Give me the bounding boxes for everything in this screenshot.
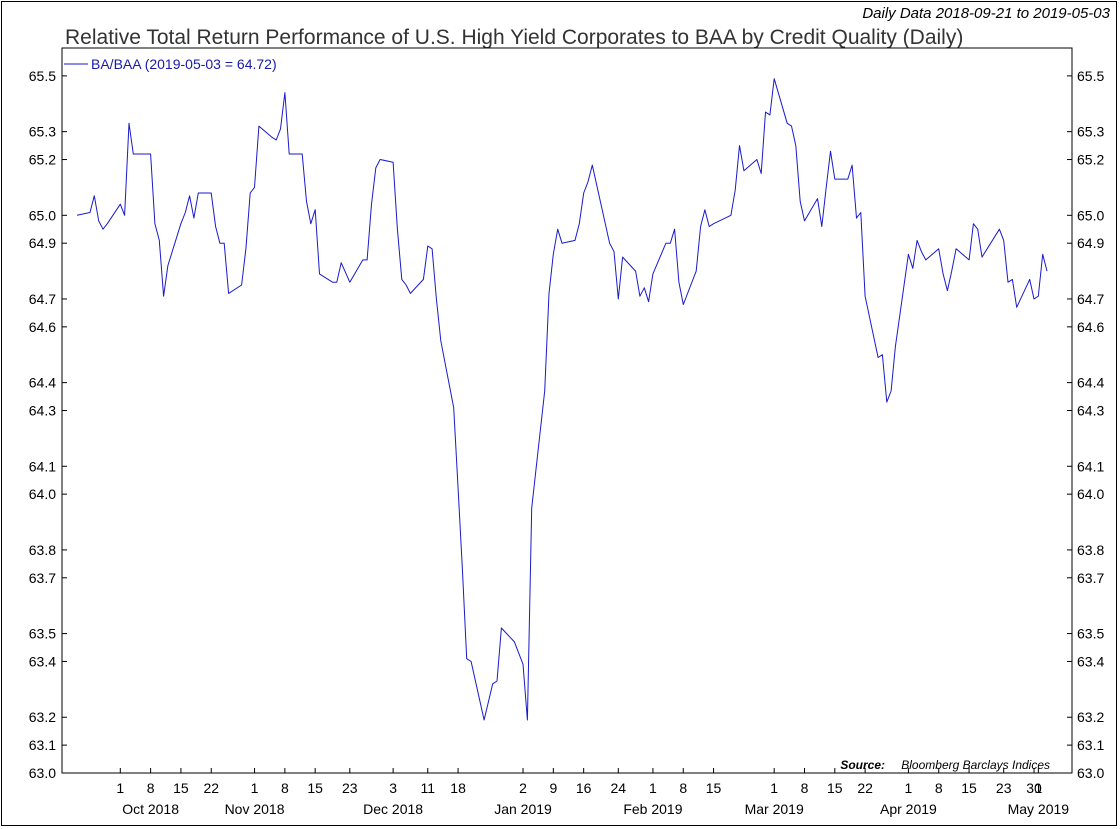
y-tick-label: 63.5 bbox=[1077, 626, 1104, 642]
y-axis-left: 63.0 63.1 63.2 63.4 63.5 63.7 63.8 64.0 64.1 64.3… bbox=[29, 68, 67, 781]
y-tick-label: 63.0 bbox=[1077, 765, 1104, 781]
x-tick-label: 9 bbox=[549, 780, 557, 796]
y-tick-label: 63.8 bbox=[1077, 542, 1104, 558]
y-tick-label: 65.5 bbox=[1077, 68, 1104, 84]
x-month-label: Oct 2018 bbox=[122, 801, 179, 817]
x-tick-label: 15 bbox=[706, 780, 722, 796]
x-tick-label: 8 bbox=[935, 780, 943, 796]
x-tick-label: 24 bbox=[611, 780, 627, 796]
x-tick-label: 15 bbox=[307, 780, 323, 796]
x-tick-label: 16 bbox=[576, 780, 592, 796]
series-line-ba-baa bbox=[76, 78, 1048, 721]
x-tick-label: 18 bbox=[450, 780, 466, 796]
x-tick-label: 30 bbox=[1026, 780, 1042, 796]
y-tick-label: 65.0 bbox=[1077, 207, 1104, 223]
x-tick-label: 15 bbox=[173, 780, 189, 796]
x-tick-label: 22 bbox=[203, 780, 219, 796]
x-month-label: Jan 2019 bbox=[494, 801, 552, 817]
y-tick-label: 65.3 bbox=[1077, 124, 1104, 140]
y-tick-label: 65.5 bbox=[29, 68, 56, 84]
y-tick-label: 64.0 bbox=[29, 486, 56, 502]
y-tick-label: 63.8 bbox=[29, 542, 56, 558]
series-layer bbox=[76, 78, 1048, 721]
y-tick-label: 63.7 bbox=[1077, 570, 1104, 586]
y-tick-label: 63.7 bbox=[29, 570, 56, 586]
y-tick-label: 63.4 bbox=[1077, 653, 1104, 669]
y-tick-label: 63.0 bbox=[29, 765, 56, 781]
x-tick-label: 8 bbox=[147, 780, 155, 796]
y-tick-label: 64.4 bbox=[29, 375, 56, 391]
y-tick-label: 63.4 bbox=[29, 653, 56, 669]
y-tick-label: 64.7 bbox=[1077, 291, 1104, 307]
y-tick-label: 65.2 bbox=[1077, 152, 1104, 168]
y-tick-label: 65.2 bbox=[29, 152, 56, 168]
x-tick-label: 8 bbox=[801, 780, 809, 796]
x-tick-label: 3 bbox=[389, 780, 397, 796]
y-tick-label: 64.3 bbox=[29, 403, 56, 419]
x-tick-label: 15 bbox=[827, 780, 843, 796]
x-tick-label: 1 bbox=[1034, 780, 1042, 796]
y-tick-label: 65.3 bbox=[29, 124, 56, 140]
x-tick-label: 11 bbox=[420, 780, 435, 796]
y-tick-label: 64.3 bbox=[1077, 403, 1104, 419]
x-month-label: May 2019 bbox=[1008, 801, 1070, 817]
y-axis-right: 63.0 63.1 63.2 63.4 63.5 63.7 63.8 64.0 64.1 64.3… bbox=[1067, 68, 1104, 781]
y-tick-label: 64.6 bbox=[1077, 319, 1104, 335]
x-month-label: Dec 2018 bbox=[363, 801, 423, 817]
x-tick-label: 1 bbox=[770, 780, 778, 796]
y-tick-label: 63.2 bbox=[1077, 709, 1104, 725]
y-tick-label: 63.5 bbox=[29, 626, 56, 642]
y-tick-label: 64.6 bbox=[29, 319, 56, 335]
x-tick-label: 8 bbox=[679, 780, 687, 796]
x-tick-label: 1 bbox=[649, 780, 657, 796]
source-label: Source: bbox=[840, 758, 885, 772]
x-axis: 1 8 15 22 1 8 15 23 3 11 18 2 9 16 24 1 8 15 1 8 15 22 1 8 15 23 3… bbox=[116, 768, 1069, 817]
x-tick-label: 15 bbox=[961, 780, 977, 796]
y-tick-label: 64.7 bbox=[29, 291, 56, 307]
x-tick-label: 23 bbox=[996, 780, 1012, 796]
chart-title: Relative Total Return Performance of U.S… bbox=[65, 26, 964, 49]
x-month-label: Mar 2019 bbox=[745, 801, 804, 817]
x-tick-label: 22 bbox=[857, 780, 873, 796]
y-tick-label: 64.1 bbox=[1077, 458, 1104, 474]
x-tick-label: 2 bbox=[519, 780, 527, 796]
y-tick-label: 64.9 bbox=[29, 235, 56, 251]
y-tick-label: 63.2 bbox=[29, 709, 56, 725]
y-tick-label: 63.1 bbox=[1077, 737, 1104, 753]
y-tick-label: 63.1 bbox=[29, 737, 56, 753]
source-note: Source: Bloomberg Barclays Indices bbox=[840, 758, 1050, 772]
x-tick-label: 1 bbox=[905, 780, 913, 796]
plot-area bbox=[61, 47, 1073, 774]
y-tick-label: 64.0 bbox=[1077, 486, 1104, 502]
x-tick-label: 1 bbox=[116, 780, 124, 796]
x-tick-label: 23 bbox=[342, 780, 358, 796]
date-range-label: Daily Data 2018-09-21 to 2019-05-03 bbox=[862, 5, 1110, 22]
source-text: Bloomberg Barclays Indices bbox=[901, 758, 1050, 772]
x-tick-label: 8 bbox=[281, 780, 289, 796]
x-tick-label: 1 bbox=[251, 780, 259, 796]
legend: BA/BAA (2019-05-03 = 64.72) bbox=[64, 56, 277, 72]
y-tick-label: 65.0 bbox=[29, 207, 56, 223]
x-month-label: Feb 2019 bbox=[623, 801, 682, 817]
y-tick-label: 64.9 bbox=[1077, 235, 1104, 251]
y-tick-label: 64.1 bbox=[29, 458, 56, 474]
x-month-label: Nov 2018 bbox=[225, 801, 285, 817]
y-tick-label: 64.4 bbox=[1077, 375, 1104, 391]
x-month-label: Apr 2019 bbox=[880, 801, 937, 817]
legend-label: BA/BAA (2019-05-03 = 64.72) bbox=[91, 56, 277, 72]
